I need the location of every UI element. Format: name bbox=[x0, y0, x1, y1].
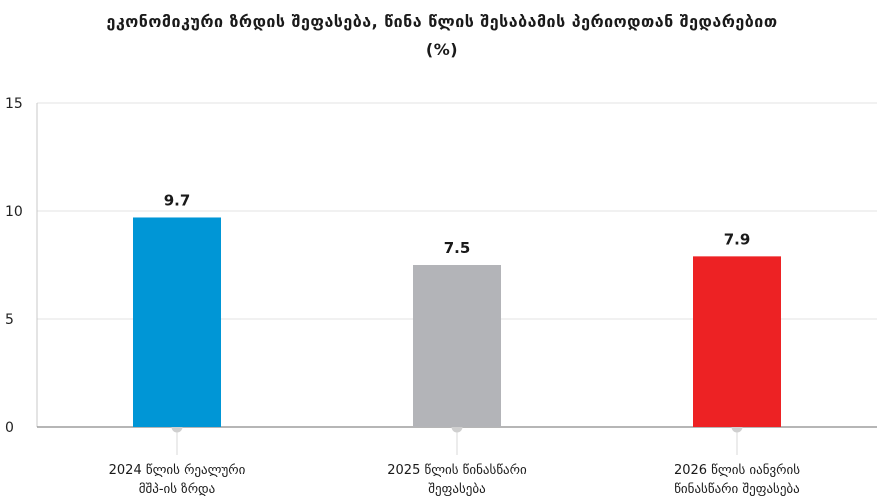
x-tick-label: 2025 წლის წინასწარი bbox=[387, 463, 527, 478]
chart-title-line-2: (%) bbox=[425, 40, 459, 59]
bars bbox=[133, 217, 781, 427]
chart-title: ეკონომიკური ზრდის შეფასება, წინა წლის შე… bbox=[0, 8, 884, 64]
y-tick-label: 0 bbox=[5, 420, 14, 436]
x-tick-label: შეფასება bbox=[428, 482, 485, 497]
data-label: 7.9 bbox=[724, 230, 751, 248]
x-tick-label: 2026 წლის იანვრის bbox=[674, 463, 800, 478]
bar bbox=[693, 256, 781, 427]
x-tick-label: 2024 წლის რეალური bbox=[109, 463, 246, 478]
bar bbox=[413, 265, 501, 427]
x-tick-label: მშპ-ის ზრდა bbox=[139, 482, 216, 497]
x-tick-label: წინასწარი შეფასება bbox=[674, 482, 800, 497]
data-label: 7.5 bbox=[444, 239, 471, 257]
chart-title-line-1: ეკონომიკური ზრდის შეფასება, წინა წლის შე… bbox=[106, 12, 778, 31]
y-tick-label: 5 bbox=[5, 312, 14, 328]
y-tick-label: 15 bbox=[5, 96, 23, 112]
bar bbox=[133, 217, 221, 427]
data-label: 9.7 bbox=[164, 191, 191, 209]
labels: 0 5 10 15 9.7 2024 წლის რეალური მშპ-ის ზრდა 7.5… bbox=[5, 96, 800, 497]
y-tick-label: 10 bbox=[5, 204, 23, 220]
